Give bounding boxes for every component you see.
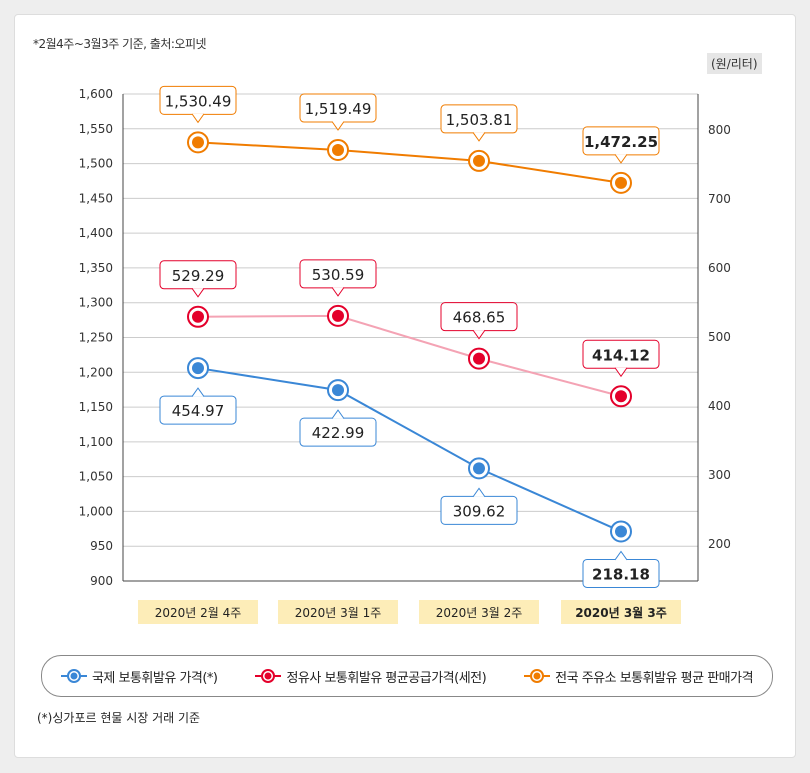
category-label: 2020년 3월 1주 [295, 606, 382, 620]
data-point-core [192, 310, 204, 323]
data-label: 1,530.49 [165, 92, 232, 110]
right-tick-label: 800 [708, 123, 731, 137]
left-tick-label: 1,400 [79, 226, 113, 240]
data-label-box [440, 302, 518, 332]
category-label: 2020년 3월 2주 [436, 606, 523, 620]
data-point-core [615, 525, 627, 538]
data-label-pointer [191, 113, 205, 124]
legend-label: 국제 보통휘발유 가격(*) [91, 670, 218, 686]
data-label-pointer [331, 121, 345, 131]
left-tick-label: 1,100 [79, 435, 113, 449]
data-label-box [582, 126, 660, 156]
data-point-core [192, 136, 204, 149]
data-label-box [299, 93, 377, 123]
data-label: 529.29 [172, 267, 225, 285]
data-point-core [473, 154, 485, 167]
left-tick-label: 1,450 [79, 191, 113, 205]
data-label: 218.18 [592, 565, 650, 583]
source-note: *2월4주~3월3주 기준, 출처:오피넷 [33, 37, 207, 51]
data-point-core [192, 362, 204, 375]
legend-label: 정유사 보통휘발유 평균공급가격(세전) [286, 670, 487, 686]
category-bg [138, 600, 258, 624]
chart-panel: *2월4주~3월3주 기준, 출처:오피넷 (원/리터) 900 950 1,000… [14, 14, 796, 758]
data-label-box [440, 104, 518, 134]
chart: 900 950 1,000 1,050 1,100 1,150 1,200 1,250 1,30… [79, 85, 731, 624]
data-label-box [159, 85, 237, 115]
data-label-pointer [614, 154, 628, 164]
data-label: 422.99 [312, 424, 365, 442]
data-point-core [332, 144, 344, 157]
left-tick-label: 1,150 [79, 400, 113, 414]
data-label-pointer [191, 288, 205, 298]
data-label-box [159, 395, 237, 425]
legend-marker-icon [60, 669, 87, 683]
left-tick-label: 1,200 [79, 365, 113, 379]
data-label-pointer [331, 409, 345, 419]
data-label: 1,519.49 [305, 100, 372, 118]
data-label-pointer [331, 287, 345, 297]
right-tick-label: 300 [708, 468, 731, 482]
data-label: 1,472.25 [584, 133, 658, 151]
legend-marker-icon [255, 669, 282, 683]
legend-marker-icon [524, 669, 551, 683]
data-label-box [159, 260, 237, 290]
left-tick-label: 1,600 [79, 87, 113, 101]
left-tick-label: 1,000 [79, 504, 113, 518]
category-bg [419, 600, 539, 624]
data-label-box [299, 259, 377, 289]
left-tick-label: 900 [90, 574, 113, 588]
left-tick-label: 950 [90, 539, 113, 553]
category-label: 2020년 3월 3주 [575, 605, 667, 620]
data-label-box [440, 495, 518, 525]
legend-item: 국제 보통휘발유 가격(*) [60, 667, 218, 686]
right-tick-label: 400 [708, 399, 731, 413]
legend: 국제 보통휘발유 가격(*) 정유사 보통휘발유 평균공급가격(세전) 전국 주유소… [41, 655, 773, 697]
left-tick-label: 1,300 [79, 296, 113, 310]
right-tick-label: 700 [708, 192, 731, 206]
data-point-core [615, 176, 627, 189]
left-tick-label: 1,550 [79, 122, 113, 136]
data-label-box [299, 417, 377, 447]
data-label-pointer [472, 329, 486, 340]
left-tick-label: 1,350 [79, 261, 113, 275]
data-label: 468.65 [453, 309, 506, 327]
data-label: 454.97 [172, 402, 225, 420]
data-label-box [582, 339, 660, 369]
data-point-core [473, 462, 485, 475]
legend-label: 전국 주유소 보통휘발유 평균 판매가격 [555, 670, 754, 686]
right-tick-label: 200 [708, 537, 731, 551]
left-tick-label: 1,250 [79, 331, 113, 345]
left-tick-label: 1,500 [79, 157, 113, 171]
data-label-pointer [472, 487, 486, 498]
legend-item: 정유사 보통휘발유 평균공급가격(세전) [255, 667, 487, 686]
category-label: 2020년 2월 4주 [155, 606, 242, 620]
data-label-pointer [614, 550, 628, 561]
right-tick-label: 600 [708, 261, 731, 275]
series-line [197, 367, 622, 533]
legend-item: 전국 주유소 보통휘발유 평균 판매가격 [524, 667, 754, 686]
category-bg [278, 600, 398, 624]
data-label-pointer [614, 367, 628, 378]
footnote: (*)싱가포르 현물 시장 거래 기준 [37, 711, 201, 725]
data-label-pointer [472, 132, 486, 142]
series-line [197, 314, 622, 398]
data-point-core [332, 309, 344, 322]
series-line [197, 141, 622, 184]
data-label: 309.62 [453, 502, 506, 520]
data-point-core [332, 384, 344, 397]
category-bg [561, 600, 681, 624]
right-tick-label: 500 [708, 330, 731, 344]
data-label-box [582, 558, 660, 588]
data-label: 1,503.81 [446, 111, 513, 129]
left-tick-label: 1,050 [79, 470, 113, 484]
data-label: 414.12 [592, 346, 650, 364]
data-label: 530.59 [312, 266, 365, 284]
unit-label: (원/리터) [707, 53, 762, 74]
data-point-core [615, 390, 627, 403]
data-point-core [473, 352, 485, 365]
data-label-pointer [191, 387, 205, 397]
